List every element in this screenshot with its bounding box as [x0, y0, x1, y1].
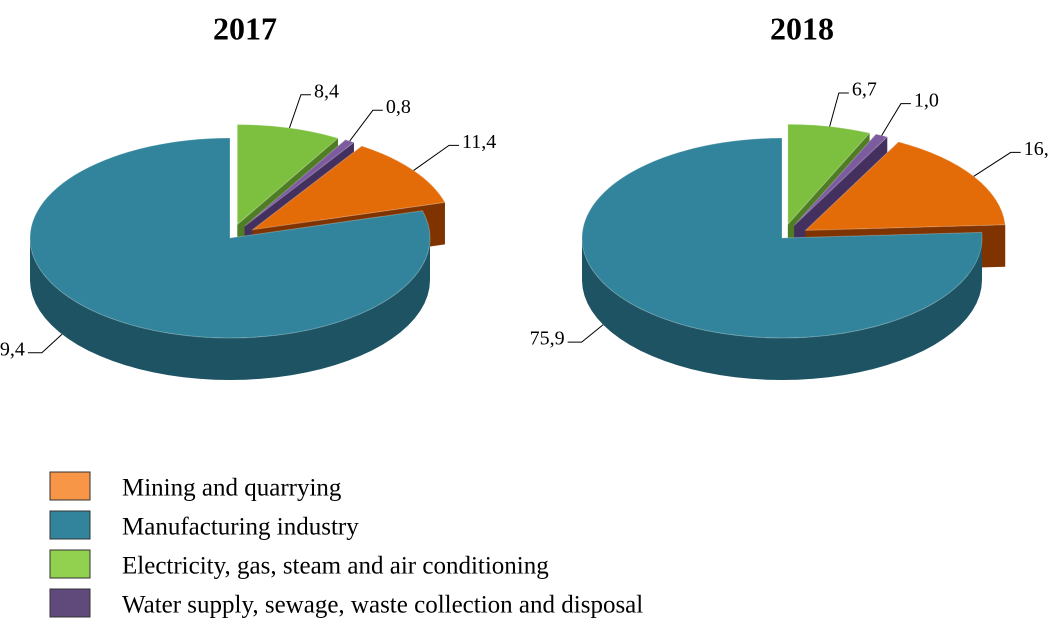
leader-line [829, 92, 849, 127]
legend-label: Manufacturing industry [122, 514, 359, 541]
leader-line [567, 324, 604, 343]
legend-label: Electricity, gas, steam and air conditio… [122, 553, 549, 580]
leader-line [881, 103, 911, 136]
legend-swatch [49, 549, 91, 579]
pie-slice [250, 145, 446, 231]
pie-tops [581, 123, 1006, 339]
leader-line [288, 94, 311, 129]
data-label: 75,9 [530, 328, 565, 350]
pie-slice [29, 137, 431, 339]
leader-line [27, 333, 63, 354]
pie-slice [793, 133, 889, 226]
chart-title: 2018 [770, 10, 834, 46]
legend-swatch [49, 510, 91, 540]
legend-label: Mining and quarrying [122, 475, 342, 502]
data-label: 6,7 [852, 79, 877, 101]
leader-line [413, 144, 460, 171]
data-label: 79,4 [0, 338, 25, 360]
data-label: 1,0 [914, 89, 939, 111]
pie-slice [236, 123, 340, 226]
legend-label: Water supply, sewage, waste collection a… [122, 592, 643, 619]
chart-title: 2017 [213, 10, 277, 46]
leader-line [973, 151, 1021, 177]
data-label: 8,4 [314, 80, 339, 102]
slice-side [582, 238, 982, 380]
legend-swatch [49, 471, 91, 501]
slice-side [30, 238, 430, 380]
legend-swatch [49, 588, 91, 618]
data-label: 0,8 [386, 96, 411, 118]
pie-slice [787, 123, 871, 226]
leader-line [349, 109, 383, 142]
data-label: 11,4 [462, 131, 496, 153]
pie-slice [581, 137, 983, 339]
pie-tops [29, 123, 446, 339]
data-label: 16,4 [1024, 138, 1048, 160]
